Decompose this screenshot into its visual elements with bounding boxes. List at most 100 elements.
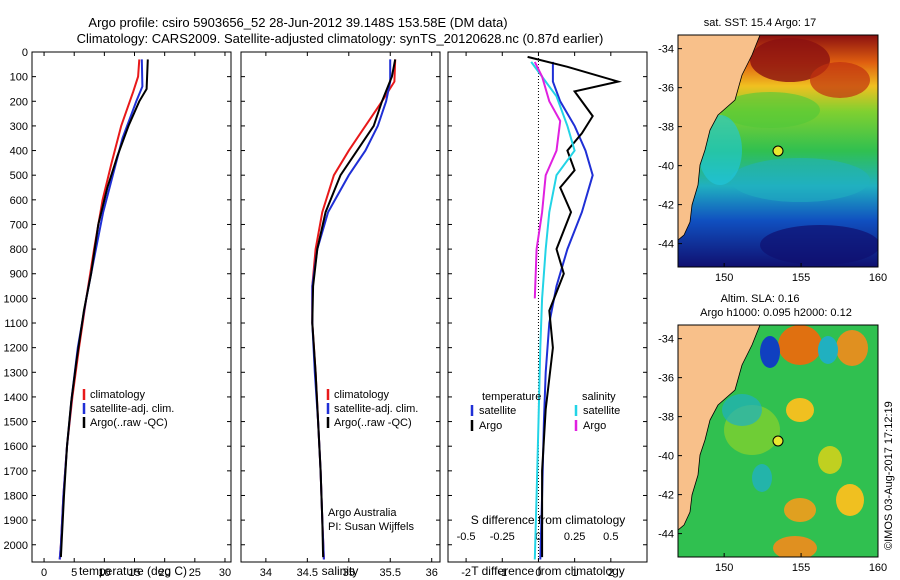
difference-xlabel: T difference from climatology [471, 564, 625, 578]
map-y-tick-label: -40 [658, 451, 674, 463]
x-tick-label: 15 [128, 567, 140, 579]
x-tick-label: 0 [41, 567, 47, 579]
series-line-t-satellite [539, 61, 594, 560]
argo-float-marker-2 [772, 435, 784, 447]
depth-tick-label: 0 [22, 47, 28, 59]
x-tick-label: 36 [426, 567, 438, 579]
salinity-axes [240, 51, 441, 563]
legend-label: satellite-adj. clim. [334, 403, 418, 415]
s-tick-label: 0 [535, 531, 541, 543]
difference-axes [447, 51, 648, 563]
depth-tick-label: 1300 [4, 367, 28, 379]
difference-x2label: S difference from climatology [471, 513, 626, 527]
legend-title-temperature: temperature [482, 391, 541, 403]
legend-label: climatology [90, 389, 146, 401]
depth-tick-label: 1800 [4, 490, 28, 502]
salinity-annotation-line2: PI: Susan Wijffels [328, 521, 414, 533]
s-tick-label: 0.25 [564, 531, 585, 543]
x-tick-label: 35.5 [380, 567, 401, 579]
s-tick-label: -0.25 [490, 531, 515, 543]
depth-tick-label: 1700 [4, 466, 28, 478]
sla-map-title: Altim. SLA: 0.16 [721, 293, 800, 305]
series-line-argo [59, 59, 149, 558]
depth-tick-label: 600 [10, 195, 28, 207]
map-y-tick-label: -42 [658, 200, 674, 212]
sst-map-image [678, 35, 878, 267]
sla-map-panel: Altim. SLA: 0.16 Argo h1000: 0.095 h2000… [658, 293, 887, 574]
temperature-panel: 0100200300400500600700800900100011001200… [4, 47, 232, 579]
salinity-panel: 34 34.5 35 35.5 36 climatology satellite-adj. … [240, 51, 441, 579]
map-x-tick-label: 155 [792, 272, 810, 284]
temperature-axes [31, 51, 232, 563]
map-y-tick-label: -38 [658, 412, 674, 424]
depth-tick-label: 400 [10, 146, 28, 158]
series-line-s-argo [533, 61, 562, 299]
land-australia [678, 35, 761, 241]
x-tick-label: -2 [461, 567, 471, 579]
x-tick-label: 5 [71, 567, 77, 579]
x-tick-label: 30 [219, 567, 231, 579]
figure-title: Argo profile: csiro 5903656_52 28-Jun-20… [88, 15, 507, 30]
x-tick-label: 25 [189, 567, 201, 579]
map-y-tick-label: -38 [658, 122, 674, 134]
series-line-satellite [58, 59, 144, 560]
depth-tick-label: 800 [10, 244, 28, 256]
temperature-plot-area: 0100200300400500600700800900100011001200… [4, 47, 232, 579]
depth-tick-label: 1100 [4, 318, 28, 330]
legend-label: climatology [334, 389, 390, 401]
sst-map-frame [677, 34, 879, 268]
legend-label: satellite [583, 405, 620, 417]
credit-text: ©IMOS 03-Aug-2017 17:12:19 [883, 401, 895, 550]
difference-plot-area: -2 -1 0 1 2 -0.5 -0.25 0 0.25 0.5 temperature salin… [448, 51, 647, 579]
argo-float-marker [772, 145, 784, 157]
salinity-annotation-line1: Argo Australia [328, 507, 397, 519]
series-line-t-argo [527, 55, 623, 558]
sst-map-panel: sat. SST: 15.4 Argo: 17 150 155 160 -34 -36 -… [658, 17, 887, 284]
map-x-tick-label: 160 [869, 562, 887, 574]
temperature-xlabel: temperature (deg C) [79, 564, 187, 578]
depth-tick-label: 1000 [4, 293, 28, 305]
map-y-tick-label: -42 [658, 490, 674, 502]
land-australia-2 [678, 325, 761, 531]
depth-tick-label: 1900 [4, 515, 28, 527]
sla-map-frame [677, 324, 879, 558]
salinity-plot-area: 34 34.5 35 35.5 36 climatology satellite-adj. … [241, 51, 440, 579]
map-x-tick-label: 155 [792, 562, 810, 574]
series-line-argo [311, 59, 397, 558]
sst-map-ticks: 150 155 160 -34 -36 -38 -40 -42 -44 [658, 44, 887, 284]
map-x-tick-label: 160 [869, 272, 887, 284]
x-tick-label: 35 [343, 567, 355, 579]
map-y-tick-label: -40 [658, 161, 674, 173]
sst-map-title: sat. SST: 15.4 Argo: 17 [704, 17, 817, 29]
depth-tick-label: 1600 [4, 441, 28, 453]
x-tick-label: 2 [608, 567, 614, 579]
depth-tick-label: 500 [10, 170, 28, 182]
legend-title-salinity: salinity [582, 391, 616, 403]
depth-tick-label: 300 [10, 121, 28, 133]
figure-subtitle: Climatology: CARS2009. Satellite-adjuste… [77, 31, 604, 46]
map-x-tick-label: 150 [715, 562, 733, 574]
depth-tick-label: 1400 [4, 392, 28, 404]
salinity-xlabel: salinity [322, 564, 359, 578]
series-line-climatology [311, 59, 397, 560]
map-x-tick-label: 150 [715, 272, 733, 284]
legend-label: Argo(..raw -QC) [334, 417, 412, 429]
depth-tick-label: 1500 [4, 417, 28, 429]
x-tick-label: 10 [98, 567, 110, 579]
x-tick-label: 0 [535, 567, 541, 579]
legend-label: Argo [479, 420, 502, 432]
x-tick-label: -1 [497, 567, 507, 579]
depth-tick-label: 100 [10, 72, 28, 84]
sla-map-image [678, 325, 878, 557]
legend-label: satellite-adj. clim. [90, 403, 174, 415]
s-tick-label: -0.5 [457, 531, 476, 543]
legend-label: Argo [583, 420, 606, 432]
depth-tick-label: 1200 [4, 343, 28, 355]
s-tick-label: 0.5 [603, 531, 618, 543]
depth-tick-label: 200 [10, 96, 28, 108]
depth-tick-label: 900 [10, 269, 28, 281]
sla-map-title2: Argo h1000: 0.095 h2000: 0.12 [700, 307, 852, 319]
map-y-tick-label: -34 [658, 44, 674, 56]
map-y-tick-label: -36 [658, 373, 674, 385]
map-y-tick-label: -34 [658, 334, 674, 346]
